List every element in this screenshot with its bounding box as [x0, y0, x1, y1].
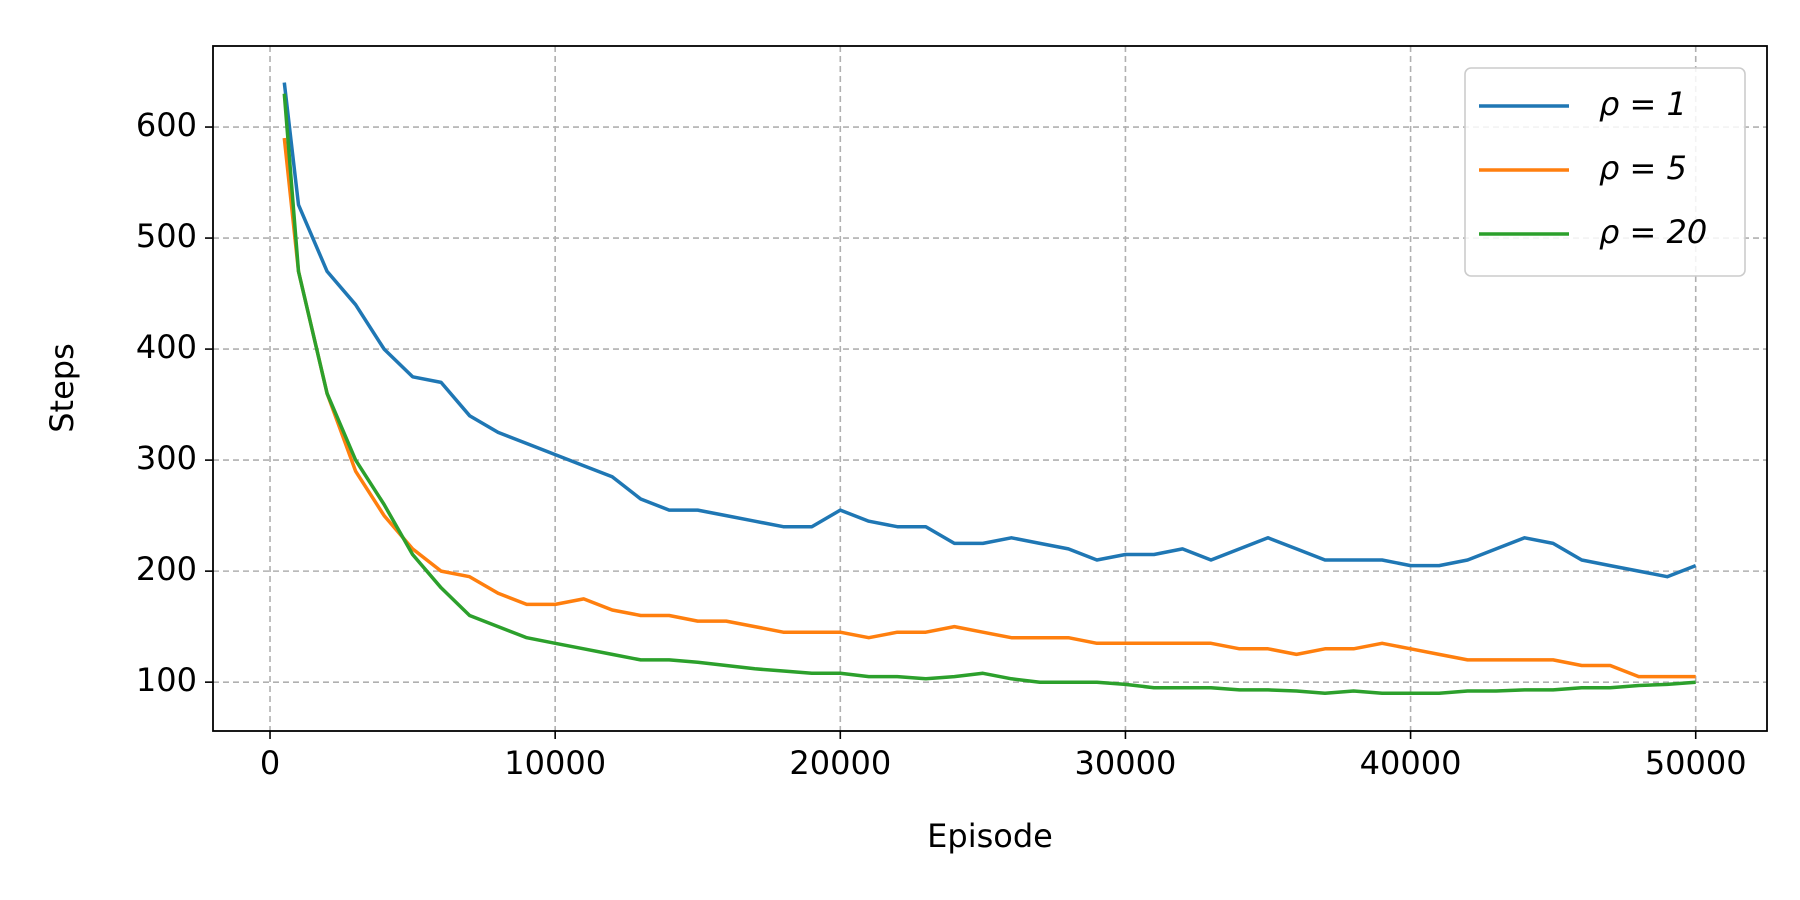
- x-tick-label: 20000: [789, 744, 891, 782]
- x-tick-label: 30000: [1075, 744, 1177, 782]
- legend-box: [1464, 67, 1746, 277]
- x-tick-label: 10000: [504, 744, 606, 782]
- y-axis-label: Steps: [43, 343, 81, 433]
- y-tick-label: 300: [136, 439, 197, 477]
- line-series: [282, 137, 1696, 679]
- x-tick-label: 0: [260, 744, 280, 782]
- y-tick-label: 500: [136, 217, 197, 255]
- plot-frame: [212, 45, 1768, 732]
- legend: ρ = 1 ρ = 5 ρ = 20: [1464, 67, 1746, 277]
- line-series: [282, 82, 1697, 579]
- y-tick-label: 600: [136, 106, 197, 144]
- legend-label: ρ = 20: [1599, 213, 1707, 251]
- x-axis-label: Episode: [927, 817, 1053, 855]
- legend-label: ρ = 1: [1599, 85, 1687, 123]
- y-tick-label: 400: [136, 328, 197, 366]
- x-tick-label: 50000: [1645, 744, 1747, 782]
- line-series: [282, 93, 1696, 696]
- y-tick-label: 100: [136, 661, 197, 699]
- x-tick-label: 40000: [1360, 744, 1462, 782]
- legend-label: ρ = 5: [1599, 149, 1687, 187]
- y-tick-label: 200: [136, 550, 197, 588]
